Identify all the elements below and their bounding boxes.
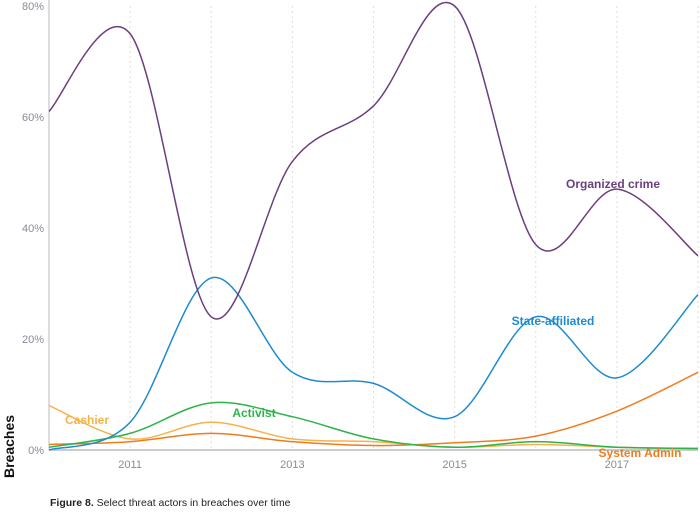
series-line-state-affiliated xyxy=(48,276,699,451)
series-label-activist: Activist xyxy=(232,406,275,420)
caption-text: Select threat actors in breaches over ti… xyxy=(93,497,291,509)
caption-figure-number: Figure 8. xyxy=(50,497,94,509)
series-line-activist xyxy=(48,401,699,450)
series-label-organized-crime: Organized crime xyxy=(566,177,660,191)
y-tick-label: 0% xyxy=(28,445,44,457)
y-axis-label: Breaches xyxy=(1,415,17,478)
series-line-system-admin xyxy=(48,371,699,447)
series-label-cashier: Cashier xyxy=(65,413,109,427)
series-line-organized-crime xyxy=(48,2,699,320)
x-tick-label: 2015 xyxy=(442,459,466,471)
y-tick-label: 80% xyxy=(22,1,44,13)
series-line-cashier xyxy=(48,404,699,450)
series-label-state-affiliated: State-affiliated xyxy=(512,314,595,328)
x-tick-label: 2017 xyxy=(605,459,629,471)
y-tick-label: 40% xyxy=(22,223,44,235)
figure-caption: Figure 8. Select threat actors in breach… xyxy=(50,497,290,509)
x-tick-label: 2013 xyxy=(280,459,304,471)
x-tick-label: 2011 xyxy=(118,459,142,471)
y-tick-label: 60% xyxy=(22,112,44,124)
y-tick-label: 20% xyxy=(22,334,44,346)
series-label-system-admin: System Admin xyxy=(599,446,682,460)
